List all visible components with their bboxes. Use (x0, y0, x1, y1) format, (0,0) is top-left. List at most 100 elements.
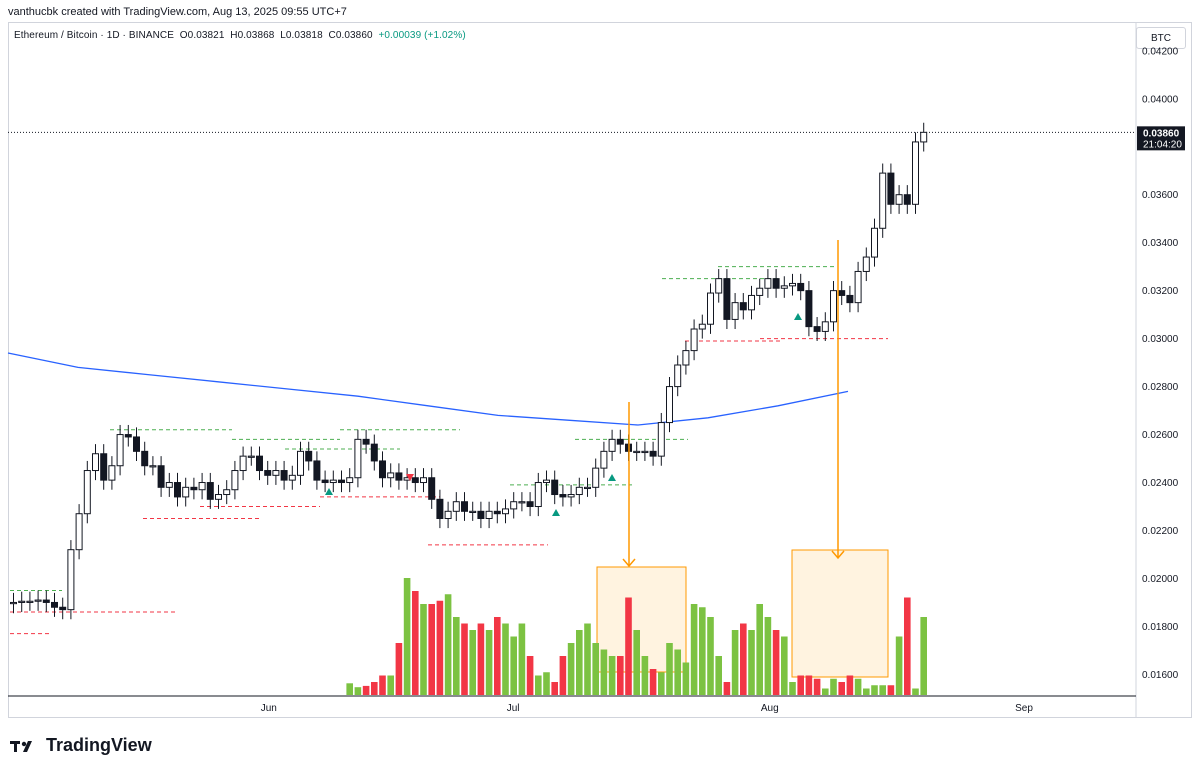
sell-signal-icon (406, 474, 414, 481)
candle-body (543, 479, 550, 484)
candle-body (18, 600, 26, 603)
candle-body (551, 479, 559, 496)
candle-body (477, 510, 485, 520)
candle-body (264, 470, 272, 476)
volume-bar (420, 604, 427, 695)
candle-body (600, 450, 608, 469)
volume-bar (617, 656, 624, 695)
volume-bar (912, 688, 919, 695)
candle-body (559, 494, 567, 498)
y-tick-label: 0.03600 (1142, 190, 1179, 201)
volume-bar (362, 685, 370, 695)
symbol-legend[interactable]: Ethereum / Bitcoin · 1D · BINANCE O0.038… (14, 30, 466, 41)
y-tick-label: 0.04000 (1142, 94, 1179, 105)
volume-bar (584, 623, 591, 695)
candle-body (469, 510, 477, 514)
candle-body (362, 438, 370, 445)
chart-attribution: vanthucbk created with TradingView.com, … (8, 6, 347, 18)
candle-body (674, 364, 682, 388)
candle-body (256, 455, 263, 472)
candle-body (821, 321, 829, 332)
candle-body (198, 482, 206, 491)
y-tick-label: 0.02400 (1142, 478, 1179, 489)
candle-body (707, 292, 714, 325)
candle-body (92, 453, 99, 472)
candle-body (764, 278, 772, 289)
candle-body (157, 465, 165, 488)
moving-average-line (7, 352, 849, 426)
candle-body (616, 438, 624, 445)
candle-body (633, 450, 641, 454)
volume-bar (854, 678, 862, 695)
volume-bar (543, 672, 550, 695)
volume-bar (707, 617, 714, 695)
candle-body (452, 501, 460, 512)
volume-bar (740, 623, 747, 695)
candle-body (789, 282, 796, 287)
candle-body (838, 290, 846, 296)
candle-body (346, 477, 354, 484)
x-tick-label: Jun (261, 703, 277, 714)
candle-body (280, 470, 288, 481)
candle-body (666, 386, 673, 424)
candle-body (223, 489, 231, 496)
candle-body (387, 472, 395, 479)
buy-signal-icon (552, 509, 560, 516)
legend-close: C0.03860 (328, 30, 373, 41)
candle-body (641, 450, 649, 454)
last-price-tag (1137, 126, 1185, 151)
arrow-down-icon (831, 550, 845, 560)
candle-body (59, 606, 67, 611)
volume-bar (608, 656, 616, 695)
candle-body (854, 270, 862, 304)
volume-bar (444, 594, 452, 695)
candle-body (715, 278, 723, 294)
candle-body (165, 482, 173, 488)
volume-bar (797, 675, 804, 695)
volume-bar (412, 591, 419, 695)
volume-highlight-box (791, 549, 889, 678)
candle-body (830, 290, 837, 323)
volume-bar (436, 600, 444, 695)
candle-body (428, 477, 436, 500)
volume-bar (887, 685, 895, 695)
candle-body (67, 549, 75, 611)
volume-bar (510, 636, 517, 695)
volume-bar (904, 597, 911, 695)
volume-bar (699, 607, 706, 695)
candle-body (895, 194, 903, 205)
candle-body (756, 287, 764, 296)
volume-bar (682, 662, 690, 695)
candle-body (780, 285, 788, 289)
y-tick-label: 0.03400 (1142, 238, 1179, 249)
candle-body (34, 599, 42, 602)
candle-body (83, 470, 91, 515)
candle-body (444, 510, 452, 520)
candle-body (190, 486, 198, 491)
volume-bar (518, 623, 526, 695)
volume-bar (723, 682, 731, 695)
brand-name: TradingView (46, 735, 152, 755)
candle-body (329, 479, 337, 484)
volume-bar (633, 630, 640, 695)
volume-bar (641, 656, 649, 695)
legend-symbol[interactable]: Ethereum / Bitcoin · 1D · BINANCE (14, 30, 175, 41)
candle-body (10, 601, 17, 605)
volume-bar (576, 630, 583, 695)
volume-bar (346, 683, 353, 695)
candle-body (100, 453, 108, 481)
candle-body (912, 141, 919, 205)
volume-bar (822, 688, 829, 695)
legend-change: +0.00039 (+1.02%) (378, 30, 466, 41)
candle-body (698, 323, 706, 330)
candle-body (108, 465, 116, 481)
candle-body (920, 131, 928, 143)
candle-body (288, 474, 296, 481)
candle-body (247, 455, 255, 458)
candle-body (485, 510, 493, 520)
volume-bar (715, 656, 722, 695)
candle-body (420, 477, 427, 484)
volume-bar (838, 682, 845, 695)
volume-bar (764, 617, 772, 695)
